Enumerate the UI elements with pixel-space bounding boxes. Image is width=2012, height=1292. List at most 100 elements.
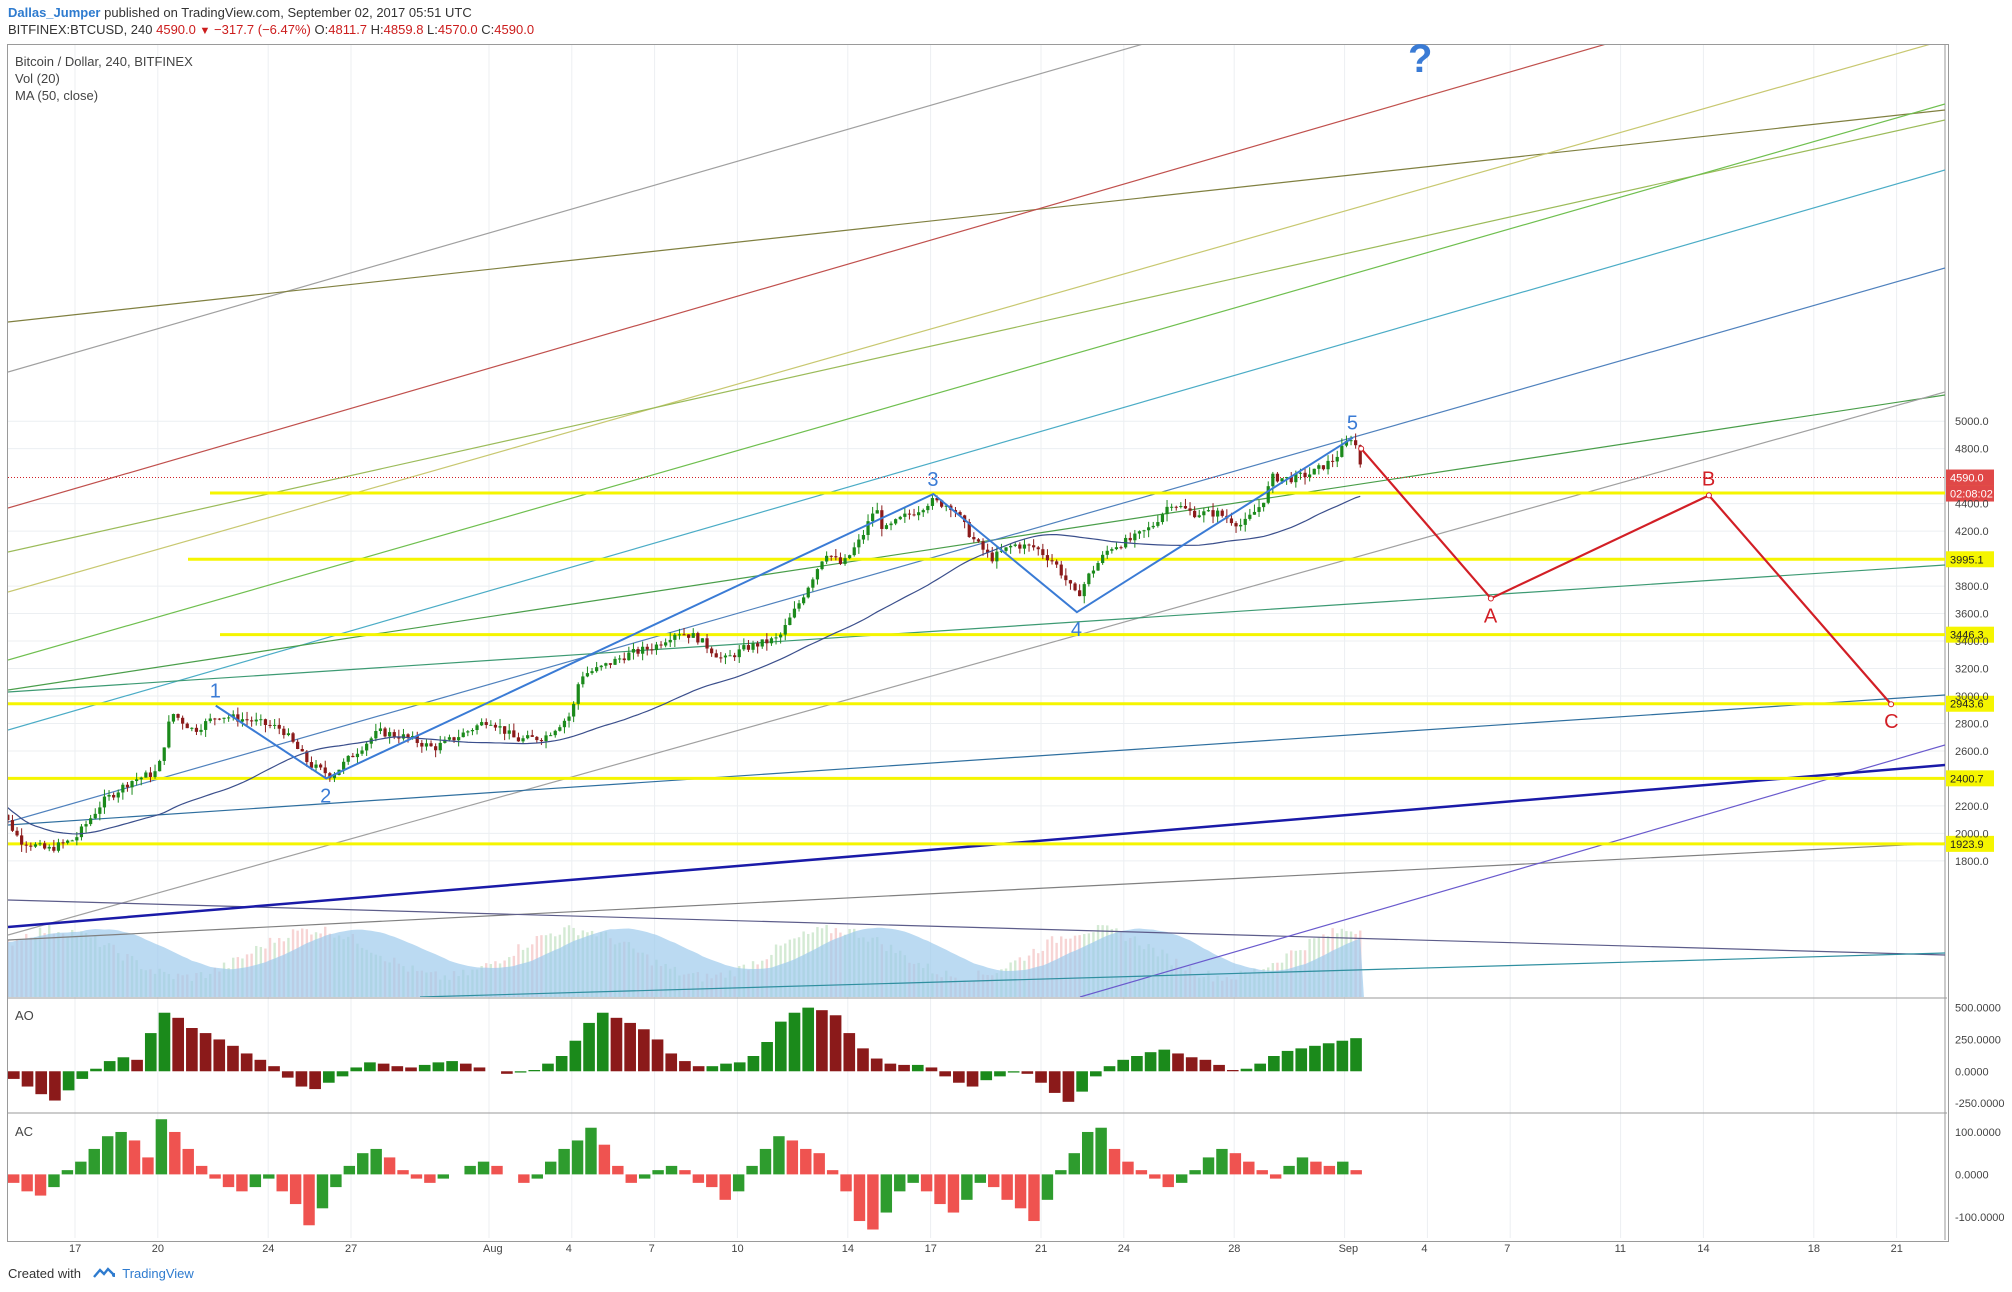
ao-bar — [720, 1063, 732, 1072]
ao-bar — [898, 1064, 910, 1072]
candle-body — [944, 505, 948, 507]
chart-frame[interactable] — [7, 44, 1949, 1242]
ac-bar — [974, 1174, 987, 1183]
price-axis-tick: 4800.0 — [1955, 444, 1989, 456]
trendline — [8, 169, 1945, 731]
projection-label: B — [1702, 468, 1715, 490]
candle-body — [199, 729, 203, 732]
candle-body — [1358, 445, 1362, 465]
ao-bar — [1021, 1071, 1034, 1074]
candle-body — [167, 721, 171, 748]
ac-bar — [719, 1174, 731, 1200]
candle-body — [273, 724, 277, 726]
candle-body — [917, 512, 921, 516]
candle-body — [1179, 506, 1183, 508]
candle-body — [553, 730, 557, 736]
candle-body — [935, 498, 939, 501]
candle-body — [314, 764, 318, 768]
candle-body — [15, 830, 19, 836]
candle-body — [986, 549, 990, 553]
candle-body — [516, 737, 521, 742]
low-label: L: — [427, 22, 438, 37]
ao-bar — [939, 1071, 951, 1077]
candle-body — [360, 750, 364, 754]
candle-body — [1248, 514, 1252, 519]
ao-bar — [336, 1071, 349, 1077]
ao-bar — [432, 1062, 445, 1072]
candle-body — [79, 826, 84, 838]
ac-bar — [289, 1174, 302, 1205]
candle-body — [1289, 477, 1293, 483]
candle-body — [788, 617, 792, 626]
candle-body — [1110, 549, 1114, 551]
candle-body — [1349, 440, 1353, 442]
candle-body — [291, 733, 295, 742]
time-axis-tick: 4 — [566, 1243, 572, 1255]
candle-body — [194, 727, 199, 732]
ao-bar — [459, 1063, 472, 1072]
candle-body — [1344, 441, 1349, 446]
ao-bar — [62, 1071, 75, 1091]
ac-bar — [1189, 1170, 1201, 1175]
ao-bar — [596, 1012, 609, 1072]
candle-body — [700, 638, 705, 643]
candle-body — [204, 721, 208, 730]
ac-bar — [679, 1170, 691, 1175]
ac-bar — [571, 1140, 584, 1175]
candle-body — [677, 634, 682, 636]
ac-bar — [410, 1174, 423, 1179]
volume-bars — [8, 924, 1364, 997]
close-label: C: — [481, 22, 495, 37]
ao-bar — [1350, 1038, 1362, 1072]
ac-bar — [652, 1170, 664, 1175]
candle-body — [990, 552, 994, 562]
ao-bar — [857, 1048, 869, 1072]
candle-body — [967, 522, 971, 538]
candle-body — [1243, 518, 1247, 525]
ao-bar — [966, 1071, 979, 1087]
ao-bar — [213, 1039, 226, 1072]
candle-body — [29, 845, 33, 847]
projection-label: C — [1884, 711, 1898, 733]
candle-body — [1234, 523, 1238, 527]
ac-axis-tick: -100.0000 — [1955, 1212, 2005, 1224]
ao-bar — [624, 1022, 636, 1072]
tradingview-brand[interactable]: TradingView — [122, 1266, 194, 1281]
candle-body — [378, 728, 383, 732]
time-axis-tick: 18 — [1808, 1243, 1820, 1255]
candle-body — [512, 730, 516, 738]
candle-body — [447, 737, 452, 740]
ac-bar — [343, 1165, 356, 1175]
ac-bar — [1162, 1174, 1174, 1188]
candle-body — [388, 732, 392, 737]
ao-bar — [1048, 1071, 1061, 1093]
candle-body — [397, 736, 401, 739]
ao-bar — [843, 1033, 856, 1072]
ac-bar — [826, 1170, 839, 1175]
candle-body — [93, 813, 97, 819]
ao-bar — [1007, 1071, 1020, 1073]
ac-bar — [249, 1174, 262, 1188]
volume-ma-area — [8, 927, 1364, 997]
author-link[interactable]: Dallas_Jumper — [8, 5, 101, 20]
candle-body — [650, 649, 654, 651]
ac-bar — [8, 1174, 20, 1183]
candle-body — [286, 733, 291, 736]
candle-body — [544, 735, 548, 742]
candle-body — [1317, 465, 1321, 469]
candle-body — [535, 736, 539, 741]
ac-bar — [544, 1161, 557, 1175]
candle-body — [102, 796, 107, 808]
time-axis-tick: Sep — [1339, 1243, 1359, 1255]
candle-body — [1252, 511, 1257, 515]
trendline — [8, 267, 1945, 823]
ao-bar — [994, 1071, 1006, 1077]
support-level-tag — [1946, 626, 1994, 643]
ac-bar — [1323, 1165, 1336, 1175]
time-axis-tick: 4 — [1421, 1243, 1427, 1255]
candle-body — [162, 747, 166, 761]
ao-title: AO — [15, 1008, 34, 1023]
candle-body — [668, 639, 672, 643]
ao-bar — [1035, 1071, 1047, 1083]
